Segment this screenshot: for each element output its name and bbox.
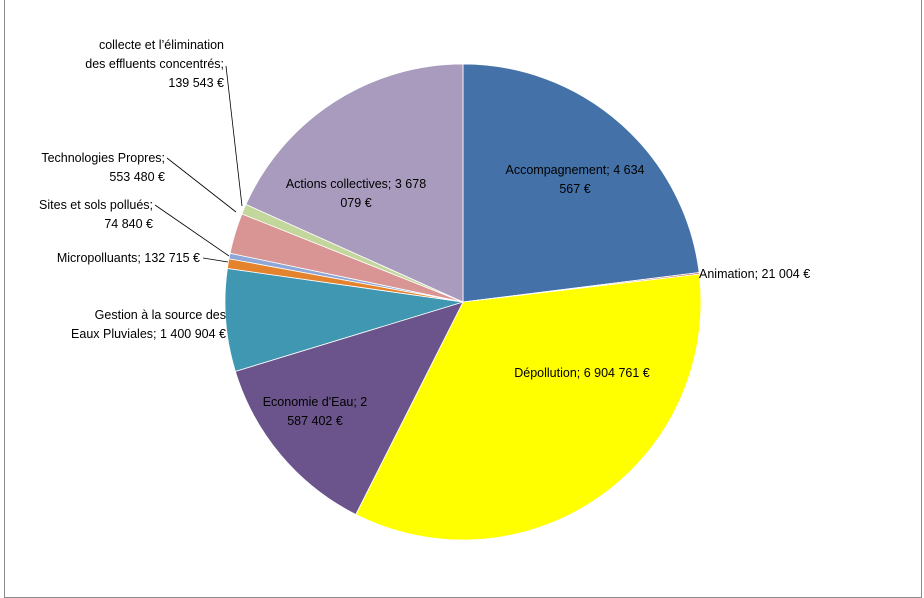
leader-line-sites-et-sols-pollues: [154, 204, 230, 257]
data-label-line: Technologies Propres;: [41, 151, 165, 165]
data-label-line: 567 €: [559, 182, 590, 196]
data-label-line: Gestion à la source des: [95, 308, 226, 322]
data-label-gestion-a-la-source-des-eaux-pluviales: Gestion à la source des Eaux Pluviales; 1…: [71, 308, 226, 341]
data-label-micropolluants: Micropolluants; 132 715 €: [57, 251, 200, 265]
data-label-line: des effluents concentrés;: [85, 57, 224, 71]
pie-slice-accompagnement: [462, 63, 700, 303]
data-label-line: collecte et l’élimination: [99, 38, 224, 52]
data-label-line: 74 840 €: [104, 217, 153, 231]
data-label-line: Eaux Pluviales; 1 400 904 €: [71, 327, 226, 341]
data-label-technologies-propres: Technologies Propres; 553 480 €: [41, 151, 165, 184]
data-label-line: Micropolluants; 132 715 €: [57, 251, 200, 265]
data-label-line: Actions collectives; 3 678: [286, 177, 426, 191]
leader-line-technologies-propres: [166, 157, 237, 213]
pie-slice-economie-d-eau: [234, 301, 464, 516]
data-label-line: Animation; 21 004 €: [699, 267, 810, 281]
data-label-line: Economie d'Eau; 2: [263, 395, 368, 409]
data-label-collecte-et-l-elimination-des-effluents-concentres: collecte et l’élimination des effluents c…: [85, 38, 224, 90]
pie-slice-gestion-a-la-source-des-eaux-pluviales: [224, 267, 464, 372]
leader-line-collecte-et-l-elimination-des-effluents-concentres: [225, 65, 243, 207]
data-label-animation: Animation; 21 004 €: [699, 267, 810, 281]
data-label-line: Accompagnement; 4 634: [506, 163, 645, 177]
data-label-actions-collectives: Actions collectives; 3 678 079 €: [286, 177, 426, 210]
data-label-line: 553 480 €: [109, 170, 165, 184]
data-label-economie-d-eau: Economie d'Eau; 2 587 402 €: [263, 395, 368, 428]
leader-line-micropolluants: [202, 257, 229, 263]
pie-slice-actions-collectives: [245, 63, 464, 303]
data-label-line: 139 543 €: [168, 76, 224, 90]
data-label-line: Dépollution; 6 904 761 €: [514, 366, 650, 380]
data-label-accompagnement: Accompagnement; 4 634 567 €: [506, 163, 645, 196]
data-label-line: 587 402 €: [287, 414, 343, 428]
data-label-sites-et-sols-pollues: Sites et sols pollués; 74 840 €: [39, 198, 153, 231]
data-label-line: Sites et sols pollués;: [39, 198, 153, 212]
data-label-depollution: Dépollution; 6 904 761 €: [514, 366, 650, 380]
pie-slice-depollution: [355, 273, 702, 541]
data-label-line: 079 €: [340, 196, 371, 210]
